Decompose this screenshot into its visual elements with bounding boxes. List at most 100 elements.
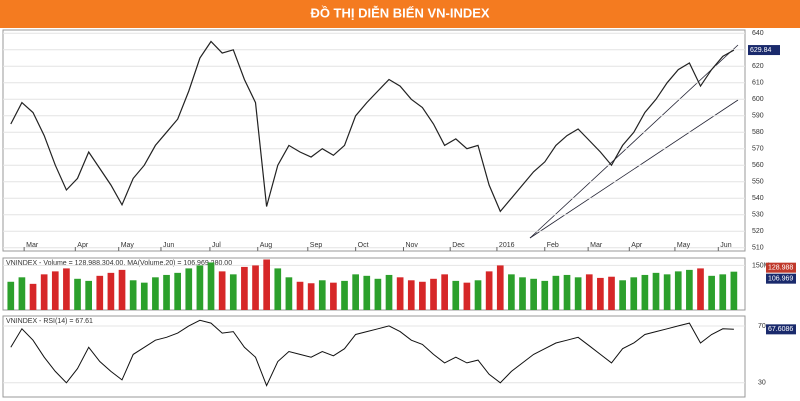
price-panel	[2, 29, 746, 252]
y-tick-label: 560	[752, 162, 764, 169]
volume-bar	[574, 277, 582, 310]
last-price-label-box	[748, 45, 780, 56]
volume-bar	[307, 283, 315, 310]
volume-value-label: 128.988	[768, 265, 793, 272]
last-price-label: 629.84	[750, 47, 772, 54]
volume-bar	[608, 276, 615, 310]
x-tick-label: Dec	[452, 242, 465, 249]
volume-bar	[396, 277, 404, 310]
volume-bar	[107, 272, 115, 310]
volume-bar	[708, 275, 715, 310]
volume-bar	[352, 274, 359, 310]
volume-bar	[163, 274, 170, 310]
y-tick-label: 510	[752, 245, 764, 252]
volume-title: VNINDEX - Volume = 128,988,304.00, MA(Vo…	[6, 260, 232, 267]
volume-bar	[229, 274, 237, 310]
volume-bar	[585, 274, 593, 310]
x-tick-label: Sep	[310, 242, 323, 249]
volume-bar	[63, 268, 70, 310]
volume-bar	[663, 274, 671, 310]
channel-line	[529, 44, 739, 239]
x-tick-label: Jun	[720, 242, 731, 249]
header-title: ĐỒ THỊ DIỄN BIẾN VN-INDEX	[310, 5, 489, 20]
volume-bar	[630, 277, 638, 310]
y-tick-label: 620	[752, 63, 764, 70]
x-tick-label: Jun	[163, 242, 174, 249]
volume-bar	[118, 269, 126, 310]
volume-bar	[686, 269, 693, 310]
volume-bar	[519, 277, 526, 310]
volume-bar	[96, 275, 104, 310]
volume-bar	[341, 280, 348, 310]
y-tick-label: 30	[758, 380, 766, 387]
x-tick-label: Nov	[405, 242, 418, 249]
x-tick-label: Feb	[547, 242, 559, 249]
rsi-line	[10, 319, 734, 387]
volume-bar	[619, 280, 626, 310]
y-tick-label: 640	[752, 30, 764, 37]
volume-bar	[730, 271, 738, 310]
volume-bar	[140, 282, 148, 310]
volume-bar	[652, 272, 660, 310]
x-tick-label: Mar	[26, 242, 39, 249]
y-tick-label: 590	[752, 113, 764, 120]
volume-value-label-box	[766, 262, 796, 273]
x-tick-label: May	[121, 242, 135, 249]
volume-bar	[218, 271, 226, 310]
volume-bar	[296, 281, 304, 310]
volume-bar	[597, 277, 604, 310]
x-tick-label: 2016	[499, 242, 515, 249]
volume-bar	[385, 274, 393, 310]
x-tick-label: Oct	[358, 242, 369, 249]
volume-ma-label: 106.969	[768, 276, 793, 283]
volume-bar	[85, 280, 92, 310]
volume-bar	[496, 265, 504, 310]
volume-bar	[374, 278, 382, 310]
volume-bar	[541, 280, 549, 310]
volume-bar	[29, 283, 37, 310]
volume-bar	[207, 262, 215, 310]
price-line	[10, 40, 735, 213]
volume-bar	[51, 271, 59, 310]
header-bar	[0, 0, 800, 28]
volume-bar	[174, 272, 181, 310]
volume-bar	[330, 282, 337, 310]
volume-bar	[285, 277, 293, 310]
volume-bar	[196, 265, 204, 310]
y-tick-label: 520	[752, 228, 764, 235]
x-tick-label: Jul	[212, 242, 221, 249]
y-tick-label: 570	[752, 146, 764, 153]
y-tick-label: 540	[752, 195, 764, 202]
rsi-panel	[2, 315, 746, 398]
volume-bar	[274, 268, 282, 310]
volume-bar	[463, 282, 471, 310]
volume-bar	[563, 274, 571, 310]
volume-bar	[318, 280, 326, 310]
rsi-value-label: 67.6086	[768, 326, 793, 333]
volume-bar	[508, 274, 515, 310]
y-tick-label: 550	[752, 179, 764, 186]
y-tick-label: 600	[752, 96, 764, 103]
volume-bar	[18, 277, 26, 310]
volume-bar	[441, 274, 448, 310]
volume-bar	[674, 271, 682, 310]
volume-ma-label-box	[766, 273, 796, 284]
volume-bar	[419, 281, 426, 310]
x-tick-label: Apr	[77, 242, 89, 249]
volume-bar	[530, 278, 537, 310]
volume-bar	[241, 266, 248, 310]
x-tick-label: Apr	[631, 242, 643, 249]
volume-bar	[407, 280, 415, 310]
volume-bar	[363, 275, 371, 310]
y-tick-label: 580	[752, 129, 764, 136]
x-tick-label: May	[677, 242, 691, 249]
volume-bar	[697, 268, 704, 310]
y-tick-label: 610	[752, 80, 764, 87]
volume-bar	[452, 280, 460, 310]
volume-bar	[7, 281, 15, 310]
volume-bar	[719, 274, 727, 310]
volume-bar	[252, 265, 259, 310]
volume-bar	[152, 277, 159, 310]
volume-bar	[129, 280, 137, 310]
